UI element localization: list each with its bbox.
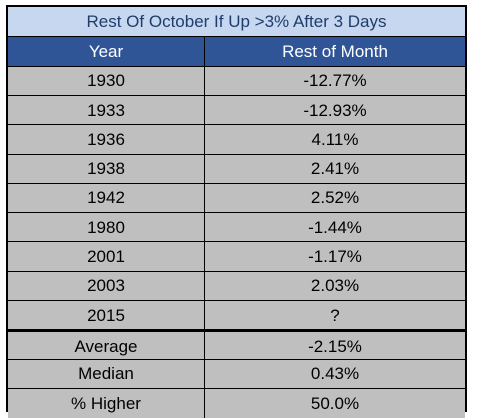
table-row-value: -12.77% bbox=[205, 66, 465, 96]
table-row: 2015? bbox=[8, 300, 465, 331]
summary-row: Average -2.15% bbox=[8, 329, 465, 362]
table-title-row: Rest Of October If Up >3% After 3 Days bbox=[8, 7, 465, 37]
table-row-label: 1930 bbox=[8, 66, 205, 96]
table-row: 1930 -12.77% bbox=[8, 65, 465, 96]
header-year: Year bbox=[8, 37, 205, 67]
summary-row-label: Median bbox=[8, 359, 205, 389]
summary-row-label: Average bbox=[8, 332, 205, 362]
table-header-row: Year Rest of Month bbox=[8, 36, 465, 67]
summary-row-label: % Higher bbox=[8, 388, 205, 418]
summary-row: % Higher 50.0% bbox=[8, 387, 465, 418]
returns-table: Rest Of October If Up >3% After 3 Days Ye… bbox=[6, 5, 467, 418]
table-row: 1936 4.11% bbox=[8, 124, 465, 155]
summary-row: Median 0.43% bbox=[8, 358, 465, 389]
summary-row-value: -2.15% bbox=[205, 332, 465, 362]
table-row-label: 2003 bbox=[8, 271, 205, 301]
table-row-label: 2001 bbox=[8, 242, 205, 272]
table-row-value: -1.44% bbox=[205, 213, 465, 243]
table-row-label: 2015 bbox=[8, 301, 205, 331]
table-row-value: -1.17% bbox=[205, 242, 465, 272]
table-row-label: 1980 bbox=[8, 213, 205, 243]
table-row-value: 2.41% bbox=[205, 154, 465, 184]
table-row: 1933 -12.93% bbox=[8, 94, 465, 126]
table-row-label: 1936 bbox=[8, 125, 205, 155]
table-title: Rest Of October If Up >3% After 3 Days bbox=[8, 7, 465, 37]
table-row: 1942 2.52% bbox=[8, 182, 465, 214]
summary-row-value: 50.0% bbox=[205, 388, 465, 418]
table-row-label: 1938 bbox=[8, 154, 205, 184]
summary-row-value: 0.43% bbox=[205, 359, 465, 389]
table-row: 2003 2.03% bbox=[8, 270, 465, 301]
table-row-value: 2.52% bbox=[205, 183, 465, 214]
header-rest-of-month: Rest of Month bbox=[205, 37, 465, 67]
table-row: 2001 -1.17% bbox=[8, 241, 465, 272]
table-row-value: 2.03% bbox=[205, 271, 465, 301]
table-row: 1980 -1.44% bbox=[8, 212, 465, 243]
table-row: 1938 2.41% bbox=[8, 153, 465, 184]
table-row-value: -12.93% bbox=[205, 95, 465, 126]
table-row-value: ? bbox=[205, 301, 465, 331]
table-row-label: 1942 bbox=[8, 183, 205, 214]
table-row-value: 4.11% bbox=[205, 125, 465, 155]
table-row-label: 1933 bbox=[8, 95, 205, 126]
